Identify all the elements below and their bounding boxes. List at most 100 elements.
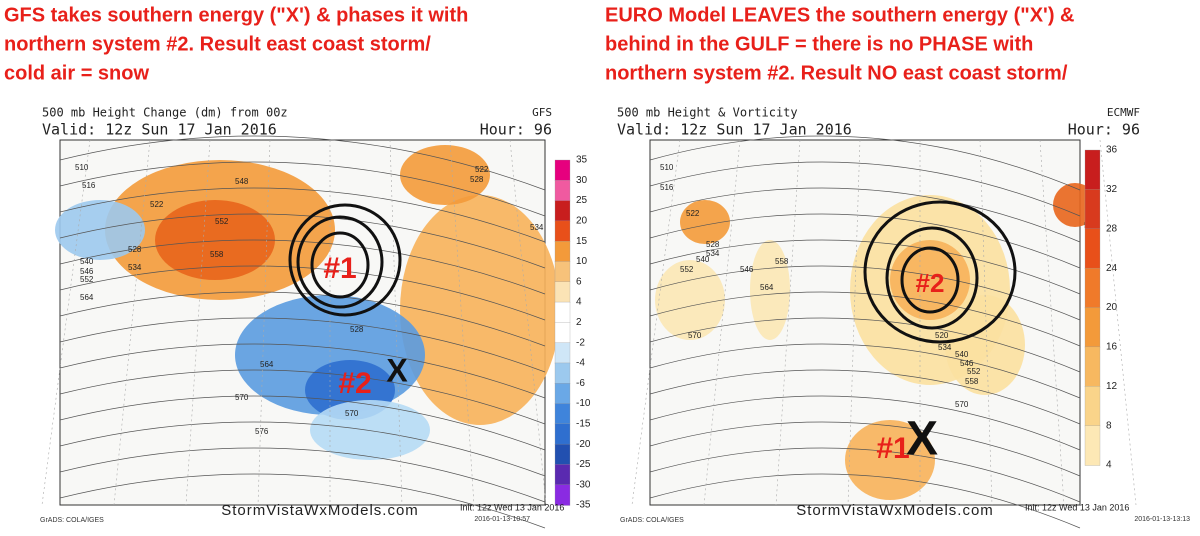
- height-contour: [649, 343, 1081, 399]
- contour-label: 576: [255, 427, 269, 436]
- height-contour: [59, 395, 546, 451]
- colorbar-segment: [554, 220, 571, 242]
- contour-label: 534: [530, 223, 544, 232]
- hand-drawn-circle: [310, 231, 370, 299]
- height-contour: [59, 473, 546, 529]
- contour-label: 552: [967, 367, 981, 376]
- height-contour: [649, 369, 1081, 425]
- colorbar-segment: [1084, 346, 1101, 387]
- contour-label: 520: [935, 331, 949, 340]
- colorbar-segment: [554, 322, 571, 344]
- map-title: 500 mb Height & Vorticity: [617, 106, 798, 120]
- colorbar-segment: [554, 342, 571, 364]
- colorbar-label: -10: [576, 398, 591, 409]
- height-contour: [649, 317, 1081, 373]
- colorbar-segment: [1084, 149, 1101, 191]
- contour-label: 546: [740, 265, 754, 274]
- annotation: #2: [338, 367, 371, 400]
- annotation: #1: [323, 252, 356, 285]
- contour-label: 564: [260, 360, 274, 369]
- colorbar-segment: [1084, 228, 1101, 269]
- colorbar-segment: [1084, 189, 1101, 230]
- colorbar-segment: [554, 301, 571, 324]
- height-contour: [649, 135, 1081, 191]
- height-contour: [59, 187, 546, 243]
- hand-drawn-circle: [885, 226, 979, 330]
- meridian: [41, 139, 91, 506]
- height-contour: [649, 239, 1081, 295]
- left-panel: GFS takes southern energy ("X') & phases…: [4, 4, 591, 529]
- colorbar-segment: [1084, 425, 1101, 466]
- height-contour: [59, 135, 546, 191]
- contour-label: 552: [680, 265, 694, 274]
- caption-line: EURO Model LEAVES the southern energy ("…: [605, 4, 1074, 26]
- colorbar-label: -2: [576, 337, 585, 348]
- colorbar-label: -20: [576, 439, 591, 450]
- contour-label: 528: [706, 240, 720, 249]
- caption-line: GFS takes southern energy ("X') & phases…: [4, 4, 468, 26]
- height-contour: [649, 187, 1081, 243]
- forecast-hour: Hour: 96: [1068, 121, 1140, 139]
- grads-credit: GrADS: COLA/IGES: [40, 517, 104, 524]
- colorbar-segment: [554, 403, 571, 425]
- colorbar-label: 6: [576, 276, 582, 287]
- contour-label: 510: [660, 163, 674, 172]
- height-contour: [649, 395, 1081, 451]
- shaded-region: [845, 420, 935, 500]
- meridian: [449, 139, 475, 506]
- hand-drawn-circle: [288, 203, 402, 317]
- annotation: #1: [876, 432, 909, 465]
- colorbar-segment: [554, 464, 571, 486]
- colorbar-label: -6: [576, 378, 585, 389]
- meridian: [775, 139, 801, 506]
- colorbar-label: 4: [576, 297, 582, 308]
- contour-label: 540: [696, 255, 710, 264]
- meridian: [1099, 139, 1137, 506]
- contour-label: 516: [82, 181, 96, 190]
- colorbar-label: -25: [576, 459, 591, 470]
- contour-label: 522: [150, 200, 164, 209]
- colorbar-label: 16: [1106, 342, 1118, 353]
- contour-label: 564: [760, 283, 774, 292]
- contour-label: 558: [775, 257, 789, 266]
- meridian: [631, 139, 681, 506]
- init-time: Init: 12z Wed 13 Jan 2016: [460, 502, 564, 512]
- contour-label: 540: [955, 350, 969, 359]
- meridian: [703, 139, 741, 506]
- height-contour: [59, 447, 546, 503]
- contour-label: 548: [235, 177, 249, 186]
- shaded-region: [55, 200, 145, 260]
- hand-drawn-circle: [900, 246, 960, 314]
- height-contour: [649, 291, 1081, 347]
- timestamp: 2016-01-13-13:13: [1134, 516, 1190, 523]
- caption-line: northern system #2. Result NO east coast…: [605, 62, 1068, 84]
- shaded-region: [890, 240, 970, 320]
- shaded-region: [155, 200, 275, 280]
- contour-label: 528: [350, 325, 364, 334]
- contour-label: 570: [345, 409, 359, 418]
- shaded-region: [680, 200, 730, 244]
- meridian: [257, 139, 271, 506]
- contour-label: 546: [960, 359, 974, 368]
- colorbar-label: 10: [576, 256, 588, 267]
- height-contour: [59, 369, 546, 425]
- colorbar-segment: [554, 484, 571, 506]
- colorbar-segment: [1084, 386, 1101, 427]
- colorbar-label: 32: [1106, 184, 1118, 195]
- site-name: StormVistaWxModels.com: [221, 502, 419, 519]
- colorbar-segment: [554, 423, 571, 445]
- right-panel: EURO Model LEAVES the southern energy ("…: [605, 4, 1190, 529]
- contour-label: 516: [660, 183, 674, 192]
- hand-drawn-circle: [863, 200, 1017, 344]
- colorbar-label: 28: [1106, 223, 1118, 234]
- contour-label: 534: [938, 343, 952, 352]
- colorbar-segment: [554, 362, 571, 384]
- shaded-region: [310, 400, 430, 460]
- contour-label: 522: [686, 209, 700, 218]
- height-contour: [59, 317, 546, 373]
- annotation: #2: [916, 268, 945, 298]
- valid-time: Valid: 12z Sun 17 Jan 2016: [42, 121, 277, 139]
- timestamp: 2016-01-13-10:57: [474, 516, 530, 523]
- colorbar-label: -15: [576, 418, 591, 429]
- meridian: [113, 139, 151, 506]
